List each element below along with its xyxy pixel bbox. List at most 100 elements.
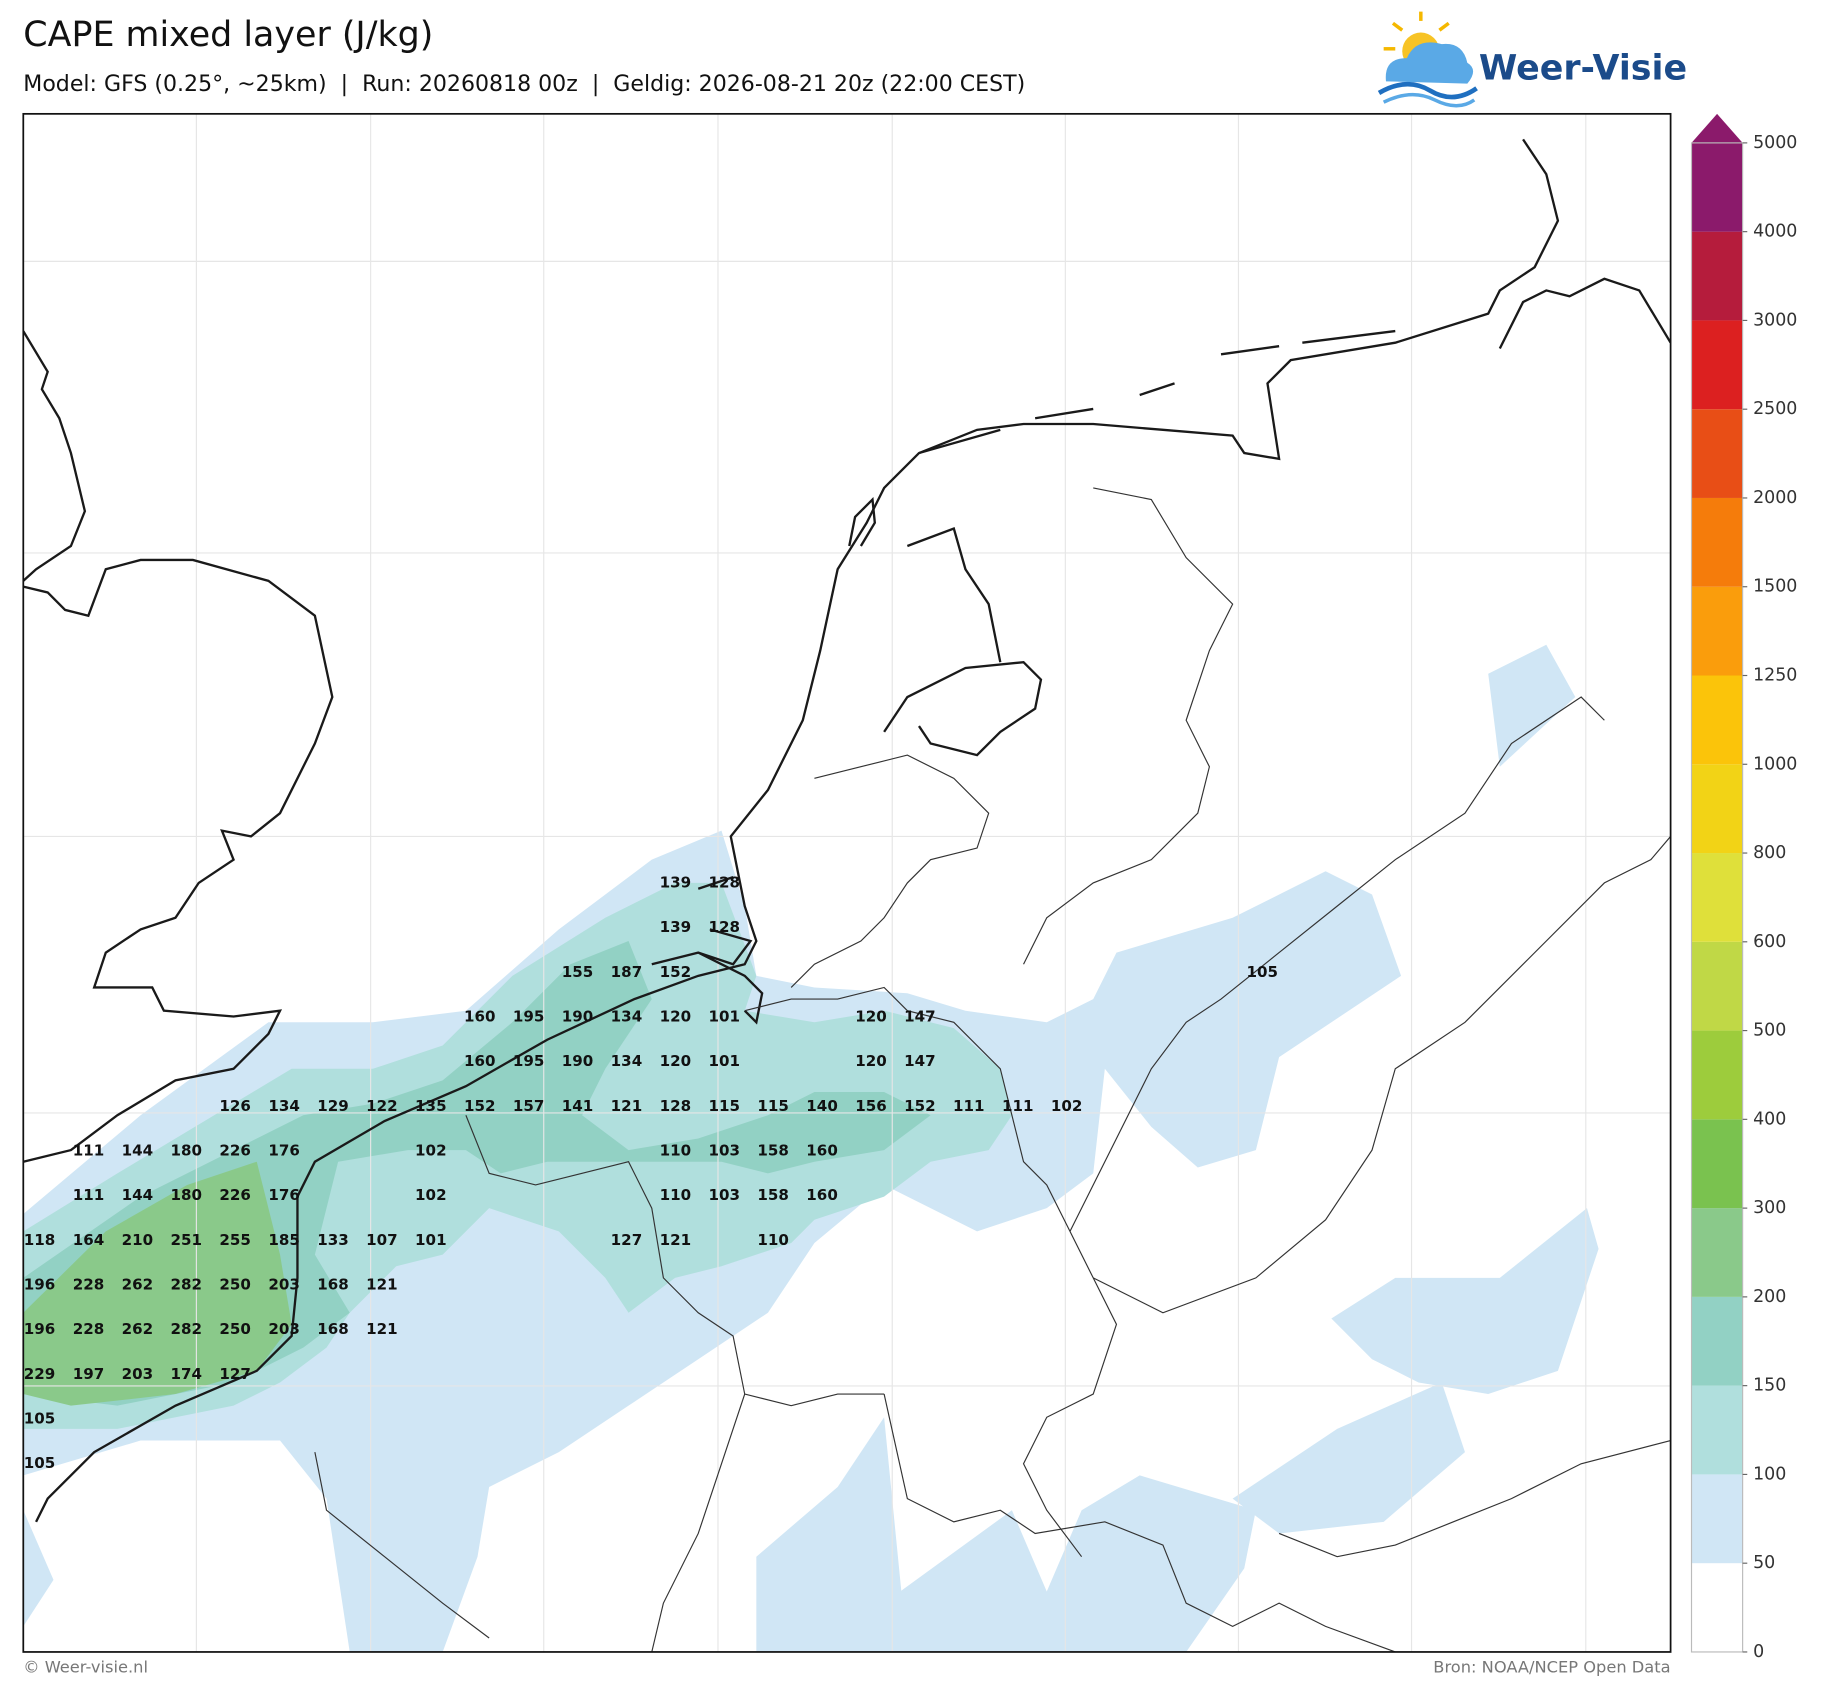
colorbar-segment <box>1691 586 1743 676</box>
value-label: 195 <box>513 1052 545 1070</box>
value-label: 121 <box>660 1231 692 1249</box>
colorbar-label: 0 <box>1753 1642 1764 1662</box>
value-label: 176 <box>268 1186 300 1204</box>
value-label: 152 <box>660 963 692 981</box>
value-label: 120 <box>855 1052 887 1070</box>
value-label: 255 <box>219 1231 251 1249</box>
value-label: 115 <box>757 1097 789 1115</box>
value-label: 141 <box>562 1097 594 1115</box>
value-label: 103 <box>709 1141 741 1159</box>
value-label: 158 <box>757 1186 789 1204</box>
colorbar-label: 4000 <box>1753 222 1797 242</box>
colorbar-segment <box>1691 1119 1743 1209</box>
colorbar-segment <box>1691 941 1743 1031</box>
coastlines <box>23 138 1671 1523</box>
value-label: 144 <box>122 1186 154 1204</box>
colorbar-segment <box>1691 320 1743 410</box>
value-label: 180 <box>171 1186 203 1204</box>
value-label: 111 <box>953 1097 985 1115</box>
value-label: 107 <box>366 1231 398 1249</box>
value-label: 134 <box>611 1052 643 1070</box>
colorbar-label: 2500 <box>1753 399 1797 419</box>
colorbar-label: 3000 <box>1753 310 1797 330</box>
value-label: 111 <box>1002 1097 1034 1115</box>
colorbar: 0 50 100 150 200 300 400 500 600 800 1000 1250 1500 2… <box>1690 113 1797 1662</box>
colorbar-segment <box>1691 231 1743 321</box>
value-label: 121 <box>366 1276 398 1294</box>
colorbar-extend <box>1691 113 1743 143</box>
value-label: 129 <box>317 1097 349 1115</box>
value-label: 118 <box>24 1231 56 1249</box>
value-label: 196 <box>24 1320 56 1338</box>
value-label: 110 <box>757 1231 789 1249</box>
colorbar-segment <box>1691 497 1743 587</box>
value-label: 282 <box>171 1276 203 1294</box>
value-label: 187 <box>611 963 643 981</box>
colorbar-label: 150 <box>1753 1376 1786 1396</box>
colorbar-label: 400 <box>1753 1109 1786 1129</box>
value-label: 126 <box>219 1097 251 1115</box>
colorbar-segment <box>1691 1474 1743 1564</box>
value-label: 210 <box>122 1231 154 1249</box>
value-label: 176 <box>268 1141 300 1159</box>
value-label: 105 <box>1246 963 1278 981</box>
value-label: 110 <box>660 1141 692 1159</box>
subtitle: Model: GFS (0.25°, ~25km) | Run: 2026081… <box>23 72 1025 97</box>
value-label: 190 <box>562 1007 594 1025</box>
value-label: 139 <box>660 873 692 891</box>
value-label: 185 <box>268 1231 300 1249</box>
value-label: 152 <box>464 1097 496 1115</box>
value-label: 135 <box>415 1097 447 1115</box>
colorbar-label: 500 <box>1753 1021 1786 1041</box>
value-labels: 139 128 139 128 155 187 152 105 160 195 190 134 120 1… <box>24 873 1278 1472</box>
value-label: 203 <box>268 1320 300 1338</box>
value-label: 101 <box>709 1007 741 1025</box>
value-label: 180 <box>171 1141 203 1159</box>
colorbar-label: 50 <box>1753 1553 1775 1573</box>
value-label: 160 <box>806 1186 838 1204</box>
colorbar-segment <box>1691 1208 1743 1297</box>
value-label: 120 <box>855 1007 887 1025</box>
value-label: 160 <box>464 1007 496 1025</box>
value-label: 160 <box>806 1141 838 1159</box>
value-label: 101 <box>709 1052 741 1070</box>
value-label: 102 <box>415 1186 447 1204</box>
value-label: 226 <box>219 1186 251 1204</box>
value-label: 155 <box>562 963 594 981</box>
colorbar-outline <box>1690 142 1744 1653</box>
value-label: 226 <box>219 1141 251 1159</box>
value-label: 262 <box>122 1320 154 1338</box>
value-label: 139 <box>660 918 692 936</box>
value-label: 157 <box>513 1097 545 1115</box>
value-label: 133 <box>317 1231 349 1249</box>
cape-200 <box>23 1161 292 1406</box>
logo-text: Weer-Visie <box>1479 49 1687 89</box>
colorbar-label: 1250 <box>1753 666 1797 686</box>
value-label: 105 <box>24 1454 56 1472</box>
colorbar-label: 1500 <box>1753 577 1797 597</box>
colorbar-segment <box>1691 1563 1743 1652</box>
value-label: 122 <box>366 1097 398 1115</box>
value-label: 127 <box>611 1231 643 1249</box>
value-label: 152 <box>904 1097 936 1115</box>
colorbar-label: 1000 <box>1753 754 1797 774</box>
value-label: 158 <box>757 1141 789 1159</box>
value-label: 164 <box>73 1231 105 1249</box>
value-label: 156 <box>855 1097 887 1115</box>
colorbar-label: 600 <box>1753 932 1786 952</box>
value-label: 203 <box>122 1365 154 1383</box>
value-label: 120 <box>660 1007 692 1025</box>
value-label: 250 <box>219 1276 251 1294</box>
value-label: 195 <box>513 1007 545 1025</box>
value-label: 282 <box>171 1320 203 1338</box>
value-label: 168 <box>317 1276 349 1294</box>
colorbar-segment <box>1691 1296 1743 1386</box>
value-label: 102 <box>1051 1097 1083 1115</box>
value-label: 190 <box>562 1052 594 1070</box>
title: CAPE mixed layer (J/kg) <box>23 15 433 55</box>
value-label: 127 <box>219 1365 251 1383</box>
colorbar-segment <box>1691 1385 1743 1475</box>
value-label: 111 <box>73 1141 105 1159</box>
value-label: 102 <box>415 1141 447 1159</box>
